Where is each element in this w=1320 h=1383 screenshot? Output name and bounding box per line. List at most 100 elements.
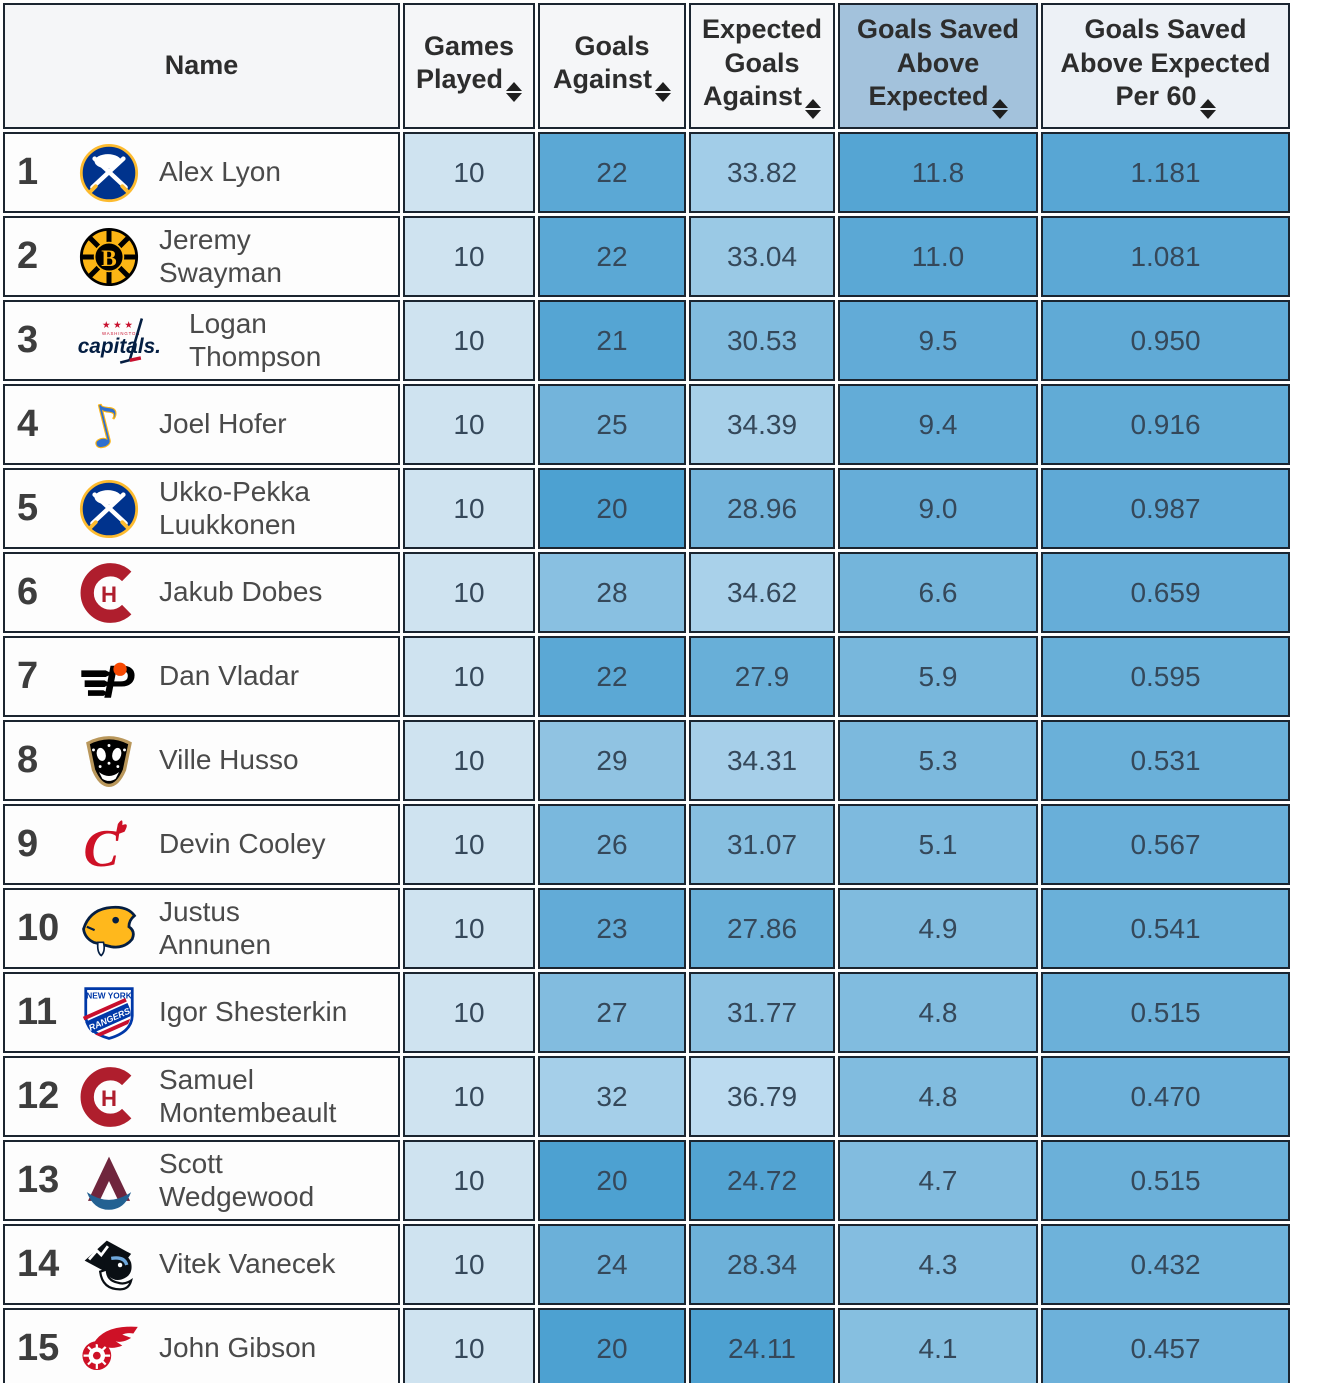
games-played-cell: 10 xyxy=(403,804,535,885)
player-cell: 10 Justus Annunen xyxy=(3,888,400,969)
player-cell: 14 Vitek Vanecek xyxy=(3,1224,400,1305)
team-logo-predators xyxy=(75,898,143,960)
col-header-goals-against[interactable]: Goals Against xyxy=(538,3,686,129)
goals-saved-above-expected-cell: 4.1 xyxy=(838,1308,1038,1383)
rank-number: 1 xyxy=(17,151,39,193)
games-played-cell: 10 xyxy=(403,216,535,297)
col-header-gsax-per-60[interactable]: Goals Saved Above Expected Per 60 xyxy=(1041,3,1290,129)
goals-against-cell: 23 xyxy=(538,888,686,969)
expected-goals-against-cell: 31.77 xyxy=(689,972,835,1053)
gsax-per-60-cell: 0.950 xyxy=(1041,300,1290,381)
goals-against-cell: 20 xyxy=(538,468,686,549)
team-logo-bruins xyxy=(75,226,143,288)
goals-saved-above-expected-cell: 4.7 xyxy=(838,1140,1038,1221)
player-name: John Gibson xyxy=(159,1332,317,1364)
gsax-per-60-cell: 0.659 xyxy=(1041,552,1290,633)
gsax-per-60-cell: 0.541 xyxy=(1041,888,1290,969)
col-header-goals-saved-above-expected[interactable]: Goals Saved Above Expected xyxy=(838,3,1038,129)
sort-arrows-icon[interactable] xyxy=(1199,99,1216,120)
player-name: Joel Hofer xyxy=(159,408,287,440)
games-played-cell: 10 xyxy=(403,468,535,549)
col-header-goals-against-label: Goals Against xyxy=(552,30,652,95)
games-played-cell: 10 xyxy=(403,552,535,633)
team-logo-blues xyxy=(75,394,143,456)
team-logo-flyers xyxy=(75,646,143,708)
goals-against-cell: 22 xyxy=(538,636,686,717)
sort-arrows-icon[interactable] xyxy=(805,99,821,120)
col-header-expected-goals-against[interactable]: Expected Goals Against xyxy=(689,3,835,129)
rank-number: 6 xyxy=(17,571,39,613)
goals-against-cell: 22 xyxy=(538,216,686,297)
table-row: 9 Devin Cooley 10 26 31.07 5.1 0.567 xyxy=(3,804,1290,885)
gsax-per-60-cell: 1.081 xyxy=(1041,216,1290,297)
team-logo-avalanche xyxy=(75,1150,143,1212)
goals-saved-above-expected-cell: 6.6 xyxy=(838,552,1038,633)
gsax-per-60-cell: 0.916 xyxy=(1041,384,1290,465)
table-row: 11 Igor Shesterkin 10 27 31.77 4.8 0.515 xyxy=(3,972,1290,1053)
sort-arrows-icon[interactable] xyxy=(655,82,671,103)
table-row: 5 Ukko-Pekka Luukkonen 10 20 28.96 9.0 0… xyxy=(3,468,1290,549)
goals-against-cell: 20 xyxy=(538,1140,686,1221)
expected-goals-against-cell: 24.11 xyxy=(689,1308,835,1383)
sort-arrows-icon[interactable] xyxy=(506,82,523,103)
games-played-cell: 10 xyxy=(403,1056,535,1137)
goals-saved-above-expected-cell: 11.0 xyxy=(838,216,1038,297)
goals-saved-above-expected-cell: 9.5 xyxy=(838,300,1038,381)
rank-number: 14 xyxy=(17,1243,60,1285)
goals-against-cell: 28 xyxy=(538,552,686,633)
goalie-stats-table: Name Games Played Goals Against Expected… xyxy=(3,3,1290,1383)
expected-goals-against-cell: 33.82 xyxy=(689,132,835,213)
expected-goals-against-cell: 24.72 xyxy=(689,1140,835,1221)
player-name: Jeremy Swayman xyxy=(159,224,282,288)
goals-saved-above-expected-cell: 5.9 xyxy=(838,636,1038,717)
table-row: 4 Joel Hofer 10 25 34.39 9.4 0.916 xyxy=(3,384,1290,465)
player-name: Ukko-Pekka Luukkonen xyxy=(159,476,310,540)
expected-goals-against-cell: 34.39 xyxy=(689,384,835,465)
gsax-per-60-cell: 1.181 xyxy=(1041,132,1290,213)
goals-against-cell: 20 xyxy=(538,1308,686,1383)
player-name: Vitek Vanecek xyxy=(159,1248,336,1280)
team-logo-sabres xyxy=(75,142,143,204)
gsax-per-60-cell: 0.515 xyxy=(1041,972,1290,1053)
gsax-per-60-cell: 0.432 xyxy=(1041,1224,1290,1305)
gsax-per-60-cell: 0.531 xyxy=(1041,720,1290,801)
col-header-name-label: Name xyxy=(164,50,239,81)
col-header-games-played[interactable]: Games Played xyxy=(403,3,535,129)
player-cell: 7 Dan Vladar xyxy=(3,636,400,717)
player-name: Logan Thompson xyxy=(189,308,322,372)
player-cell: 4 Joel Hofer xyxy=(3,384,400,465)
rank-number: 5 xyxy=(17,487,39,529)
player-cell: 9 Devin Cooley xyxy=(3,804,400,885)
team-logo-mammoth xyxy=(75,1234,143,1296)
team-logo-canadiens xyxy=(75,1066,143,1128)
games-played-cell: 10 xyxy=(403,888,535,969)
expected-goals-against-cell: 36.79 xyxy=(689,1056,835,1137)
expected-goals-against-cell: 27.86 xyxy=(689,888,835,969)
player-cell: 12 Samuel Montembeault xyxy=(3,1056,400,1137)
player-cell: 1 Alex Lyon xyxy=(3,132,400,213)
rank-number: 3 xyxy=(17,319,39,361)
col-header-games-played-label: Games Played xyxy=(415,30,515,95)
table-row: 14 Vitek Vanecek 10 24 28.34 4.3 0.432 xyxy=(3,1224,1290,1305)
rank-number: 13 xyxy=(17,1159,60,1201)
sort-arrows-icon[interactable] xyxy=(991,99,1008,120)
goals-saved-above-expected-cell: 4.8 xyxy=(838,1056,1038,1137)
table-row: 2 Jeremy Swayman 10 22 33.04 11.0 1.081 xyxy=(3,216,1290,297)
games-played-cell: 10 xyxy=(403,636,535,717)
player-name: Igor Shesterkin xyxy=(159,996,348,1028)
expected-goals-against-cell: 31.07 xyxy=(689,804,835,885)
table-row: 12 Samuel Montembeault 10 32 36.79 4.8 0… xyxy=(3,1056,1290,1137)
table-body: 1 Alex Lyon 10 22 33.82 11.8 1.181 2 Jer… xyxy=(3,132,1290,1383)
table-header: Name Games Played Goals Against Expected… xyxy=(3,3,1290,129)
player-name: Devin Cooley xyxy=(159,828,326,860)
gsax-per-60-cell: 0.595 xyxy=(1041,636,1290,717)
table-row: 10 Justus Annunen 10 23 27.86 4.9 0.541 xyxy=(3,888,1290,969)
expected-goals-against-cell: 28.96 xyxy=(689,468,835,549)
rank-number: 8 xyxy=(17,739,39,781)
rank-number: 2 xyxy=(17,235,39,277)
col-header-goals-saved-above-expected-label: Goals Saved Above Expected xyxy=(856,13,1020,112)
team-logo-sabres xyxy=(75,478,143,540)
player-cell: 11 Igor Shesterkin xyxy=(3,972,400,1053)
player-name: Alex Lyon xyxy=(159,156,281,188)
player-name: Samuel Montembeault xyxy=(159,1064,337,1128)
